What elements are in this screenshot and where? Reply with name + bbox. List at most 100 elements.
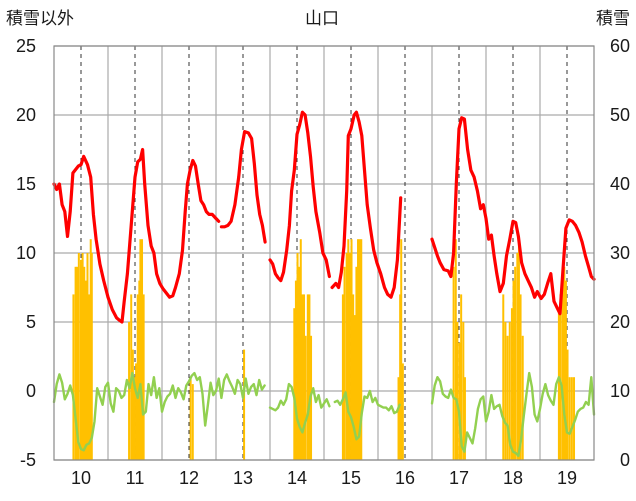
snow-bar: [512, 280, 515, 460]
x-tick-label: 13: [233, 468, 253, 488]
left-axis-title: 積雪以外: [6, 9, 74, 29]
snow-bar: [397, 377, 400, 460]
y-right-tick-label: 10: [610, 381, 630, 401]
snow-bar: [139, 239, 142, 460]
snow-bar: [191, 384, 194, 460]
x-tick-label: 12: [179, 468, 199, 488]
x-tick-label: 17: [449, 468, 469, 488]
snow-bar: [308, 294, 311, 460]
snow-bar: [352, 294, 355, 460]
x-tick-label: 15: [341, 468, 361, 488]
snow-bar: [355, 266, 358, 460]
snow-bar: [298, 266, 301, 460]
plot-border: [53, 45, 595, 461]
snow-bar: [506, 335, 509, 460]
snow-bar: [452, 266, 455, 460]
snow-bar: [357, 239, 360, 460]
snow-bar: [299, 239, 302, 460]
snow-bar: [243, 349, 246, 460]
series-line-segment: [430, 116, 596, 316]
y-left-tick-label: -5: [20, 450, 36, 470]
snow-bar: [502, 294, 505, 460]
y-left-tick-label: 20: [16, 105, 36, 125]
snow-bar: [89, 239, 92, 460]
snow-bar: [76, 266, 79, 460]
snow-bar: [83, 266, 86, 460]
snow-bar: [504, 322, 507, 460]
snow-bar: [510, 308, 513, 460]
series-line-segment: [52, 147, 221, 324]
chart-title: 山口: [305, 9, 339, 29]
series-line-segment: [219, 130, 267, 244]
snow-bar: [561, 280, 564, 460]
y-right-tick-label: 0: [620, 450, 630, 470]
snow-bar: [345, 253, 348, 460]
snow-depth-bars: [72, 239, 576, 460]
snow-bar: [514, 266, 517, 460]
snow-bar: [360, 239, 363, 460]
y-right-tick-label: 30: [610, 243, 630, 263]
snow-bar: [142, 294, 145, 460]
series-line-segment: [268, 110, 331, 283]
y-right-tick-label: 40: [610, 174, 630, 194]
snow-bar: [304, 335, 307, 460]
snow-bar: [358, 239, 361, 460]
snow-bar: [463, 377, 466, 460]
snow-bar: [568, 377, 571, 460]
snow-bar: [306, 294, 309, 460]
snow-bar: [564, 280, 567, 460]
snow-bar: [399, 294, 402, 460]
y-left-tick-label: 5: [26, 312, 36, 332]
x-tick-label: 14: [287, 468, 307, 488]
snow-bar: [90, 253, 93, 460]
snow-bar: [517, 239, 520, 460]
snow-bar: [347, 239, 350, 460]
snow-bar: [80, 259, 82, 460]
snow-bar: [559, 294, 562, 460]
snow-bar: [141, 239, 144, 460]
snow-bar: [563, 266, 566, 460]
snow-bar: [138, 280, 141, 460]
series-lines: [52, 110, 596, 458]
snow-bar: [135, 363, 138, 460]
snow-bar: [573, 377, 576, 460]
snow-bar: [353, 315, 356, 460]
y-left-tick-label: 0: [26, 381, 36, 401]
y-left-tick-label: 10: [16, 243, 36, 263]
x-tick-label: 16: [395, 468, 415, 488]
snow-bar: [521, 335, 524, 460]
y-right-tick-label: 50: [610, 105, 630, 125]
series-line-segment: [330, 110, 403, 299]
snow-bar: [566, 349, 569, 460]
series-line-segment: [52, 371, 266, 452]
x-tick-label: 19: [557, 468, 577, 488]
snow-bar: [131, 349, 134, 460]
snow-bar: [400, 239, 403, 460]
snow-bar: [458, 342, 461, 460]
snow-bar: [462, 322, 465, 460]
snow-bar: [293, 308, 296, 460]
snow-bar: [519, 294, 522, 460]
snow-bar: [508, 322, 511, 460]
snow-bar: [301, 294, 304, 460]
snow-bar: [296, 253, 299, 460]
plot-frame: [53, 45, 595, 461]
snow-bar: [348, 253, 351, 460]
snow-bar: [133, 377, 136, 460]
snow-bar: [294, 280, 297, 460]
snow-bar: [88, 294, 91, 460]
x-tick-label: 11: [126, 468, 145, 488]
snow-bar: [84, 280, 87, 460]
y-left-tick-label: 25: [16, 36, 36, 56]
y-right-tick-label: 60: [610, 36, 630, 56]
snow-bar: [570, 377, 573, 460]
snow-bar: [456, 322, 459, 460]
snow-bar: [454, 239, 457, 460]
x-tick-label: 18: [503, 468, 523, 488]
series-line-segment: [430, 371, 596, 458]
snow-bar: [516, 253, 519, 460]
y-left-tick-label: 15: [16, 174, 36, 194]
snow-bar: [350, 239, 353, 460]
